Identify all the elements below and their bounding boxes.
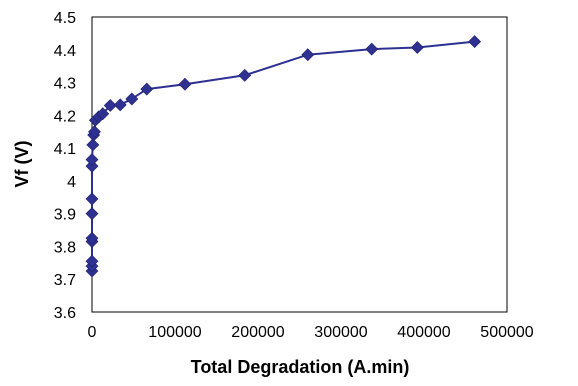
y-tick-label: 4.2 (54, 108, 76, 125)
data-point-marker (468, 35, 482, 49)
y-tick-label: 4.3 (54, 76, 76, 93)
data-point-marker (85, 159, 99, 173)
data-point-marker (85, 153, 99, 167)
data-point-marker (238, 68, 252, 82)
data-point-marker (86, 138, 100, 152)
x-tick-label: 400000 (397, 324, 450, 341)
data-point-marker (85, 207, 99, 221)
x-tick-label: 300000 (314, 324, 367, 341)
data-point-marker (88, 125, 101, 139)
x-axis-tick-labels: 0 100000 200000 300000 400000 500000 (88, 324, 534, 341)
y-tick-label: 3.7 (54, 272, 76, 289)
data-point-marker (113, 98, 127, 112)
data-point-marker (140, 82, 154, 96)
data-point-marker (410, 41, 424, 54)
y-tick-label: 3.8 (54, 239, 76, 256)
series-markers (85, 35, 482, 278)
x-tick-label: 0 (88, 324, 97, 341)
series-line (91, 40, 475, 271)
data-point-marker (125, 92, 139, 106)
x-tick-label: 100000 (148, 324, 201, 341)
plot-area-frame (91, 16, 508, 313)
data-point-marker (85, 192, 99, 206)
y-axis-title: Vf (V) (12, 140, 32, 187)
data-point-marker (301, 48, 315, 62)
data-point-marker (103, 99, 117, 112)
y-tick-label: 4.4 (54, 43, 76, 60)
y-tick-label: 4 (67, 174, 76, 191)
y-axis-tick-labels: 3.6 3.7 3.8 3.9 4 4.1 4.2 4.3 4.4 4.5 (54, 10, 76, 322)
data-point-marker (85, 254, 99, 268)
x-axis-title: Total Degradation (A.min) (191, 357, 410, 377)
x-tick-label: 200000 (231, 324, 284, 341)
x-tick-label: 500000 (480, 324, 533, 341)
y-tick-label: 4.1 (54, 141, 76, 158)
y-tick-label: 3.9 (54, 207, 76, 224)
data-point-marker (85, 231, 99, 245)
data-point-marker (96, 107, 110, 121)
y-tick-label: 3.6 (54, 305, 76, 322)
data-point-marker (365, 42, 379, 56)
y-tick-label: 4.5 (54, 10, 76, 27)
data-point-marker (178, 77, 192, 91)
